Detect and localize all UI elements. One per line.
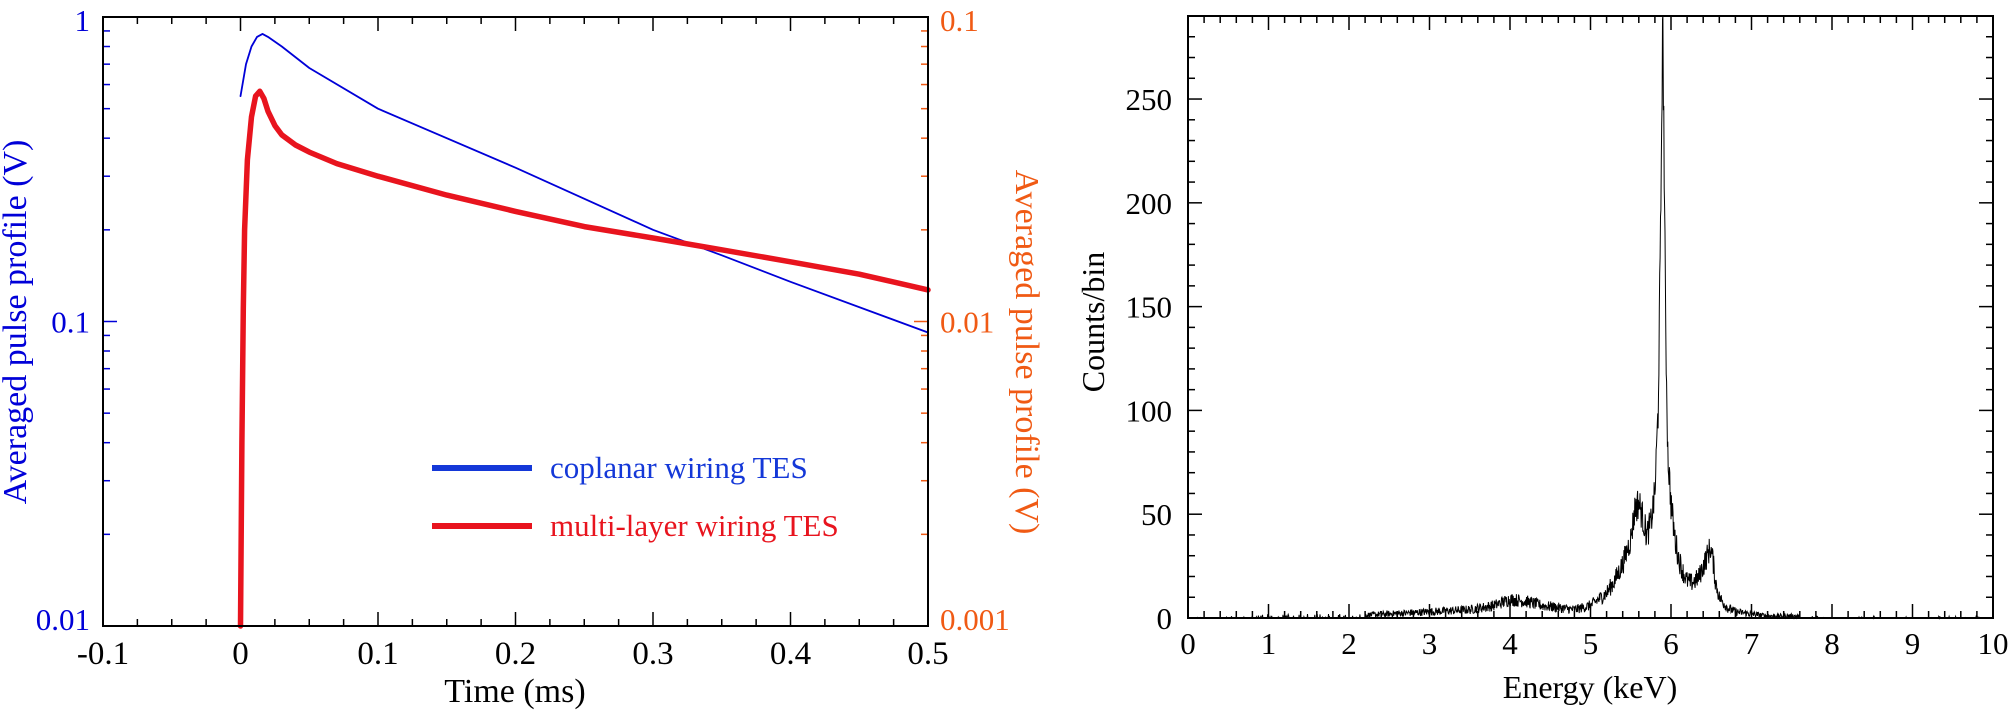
- pulse-profile-left-y-axis-label: Averaged pulse profile (V): [0, 140, 34, 505]
- x-tick-label: 1: [1261, 626, 1277, 661]
- y-tick-label: 200: [1126, 186, 1173, 221]
- series-line-multilayer: [237, 88, 931, 629]
- x-tick-label: 0: [232, 636, 249, 672]
- y-tick-label-right: 0.001: [940, 602, 1010, 637]
- x-tick-label: 0: [1180, 626, 1196, 661]
- x-tick-label: 5: [1583, 626, 1599, 661]
- x-tick-label: 2: [1341, 626, 1357, 661]
- y-tick-label-left: 0.1: [51, 305, 90, 340]
- x-tick-label: 0.1: [357, 636, 398, 672]
- y-tick-label: 50: [1141, 497, 1172, 532]
- x-tick-label: 10: [1978, 626, 2009, 661]
- legend-label-coplanar: coplanar wiring TES: [550, 450, 808, 485]
- pulse-profile-plot-frame: [102, 16, 929, 627]
- x-tick-label: 6: [1663, 626, 1679, 661]
- x-tick-label: -0.1: [77, 636, 129, 672]
- legend-label-multilayer: multi-layer wiring TES: [550, 508, 839, 543]
- energy-spectrum-x-axis-label: Energy (keV): [1503, 669, 1677, 705]
- energy-spectrum-y-axis-label: Counts/bin: [1075, 252, 1111, 392]
- y-tick-label: 0: [1157, 601, 1173, 636]
- x-tick-label: 9: [1905, 626, 1921, 661]
- x-tick-label: 0.4: [770, 636, 811, 672]
- series-line-coplanar: [239, 33, 929, 334]
- y-tick-label-left: 1: [75, 3, 91, 38]
- x-tick-label: 8: [1824, 626, 1840, 661]
- x-tick-label: 0.5: [907, 636, 948, 672]
- pulse-profile-legend: coplanar wiring TES multi-layer wiring T…: [432, 450, 839, 543]
- pulse-profile-series: [237, 33, 931, 629]
- x-tick-label: 3: [1422, 626, 1438, 661]
- y-tick-label: 100: [1126, 393, 1173, 428]
- pulse-profile-x-axis-label: Time (ms): [444, 673, 585, 710]
- x-tick-label: 0.2: [495, 636, 536, 672]
- energy-spectrum-plot-frame: [1187, 15, 1994, 619]
- y-tick-label: 150: [1126, 290, 1173, 325]
- x-tick-label: 4: [1502, 626, 1518, 661]
- pulse-profile-chart: -0.1 0 0.1 0.2 0.3 0.4 0.5 0.01 0.1 1 0.001 0.01 0.1…: [0, 3, 1045, 710]
- y-tick-label-right: 0.01: [940, 305, 994, 340]
- y-tick-label: 250: [1126, 82, 1173, 117]
- pulse-profile-right-y-axis-label: Averaged pulse profile (V): [1008, 170, 1045, 535]
- x-tick-label: 0.3: [632, 636, 673, 672]
- y-tick-label-right: 0.1: [940, 3, 979, 38]
- y-tick-label-left: 0.01: [36, 602, 90, 637]
- pulse-profile-tick-labels: -0.1 0 0.1 0.2 0.3 0.4 0.5 0.01 0.1 1 0.001 0.01 0.1: [36, 3, 1010, 672]
- x-tick-label: 7: [1744, 626, 1760, 661]
